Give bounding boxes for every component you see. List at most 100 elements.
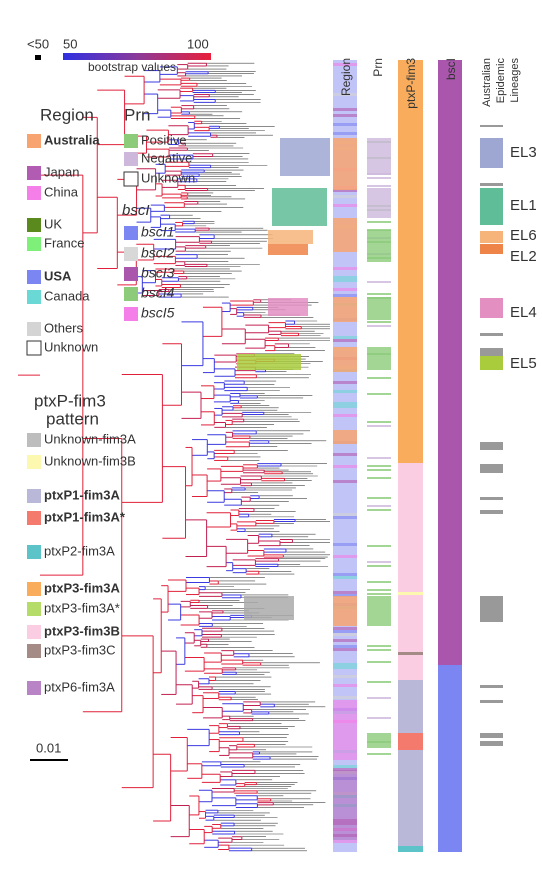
column-band [367, 188, 391, 218]
column-band [333, 114, 357, 117]
column-header: Prn [371, 58, 385, 77]
lineage-label: EL5 [510, 355, 537, 372]
column-band [333, 700, 357, 760]
column-band [333, 381, 357, 384]
legend-swatch [27, 186, 41, 200]
legend-label: ptxP3-fim3C [44, 642, 116, 657]
column-band [367, 561, 391, 563]
column-band [367, 697, 391, 699]
legend-swatch [27, 237, 41, 251]
column-band [367, 477, 391, 479]
column-band [333, 63, 357, 66]
legend-swatch [124, 247, 138, 261]
column-band [367, 230, 391, 262]
column-band [333, 675, 357, 678]
column-band [480, 298, 503, 318]
column-band [367, 505, 391, 507]
column-band [333, 267, 357, 270]
legend-swatch [27, 511, 41, 525]
column-band [333, 591, 357, 594]
lineage-label: EL3 [510, 144, 537, 161]
legend-label: bscI2 [141, 245, 175, 261]
column-band [333, 189, 357, 192]
column-band [367, 325, 391, 327]
legend-label: Canada [44, 288, 90, 303]
lineage-highlight [268, 244, 308, 255]
column-band [333, 630, 357, 633]
legend-swatch [27, 545, 41, 559]
legend-label: ptxP1-fim3A* [44, 509, 126, 524]
column-band [367, 377, 391, 379]
legend-swatch [124, 287, 138, 301]
column-band [333, 132, 357, 135]
column-band [367, 293, 391, 295]
column-band [367, 593, 391, 595]
legend-swatch [27, 644, 41, 658]
column-band [333, 696, 357, 699]
column-band [480, 138, 503, 168]
column-band [333, 480, 357, 483]
column-band [333, 633, 357, 636]
legend-label: Others [44, 320, 84, 335]
ptxp-title: ptxP-fim3 [34, 391, 106, 410]
column-band [367, 717, 391, 719]
legend-label: Unknown-fim3A [44, 431, 136, 446]
column-band [333, 123, 357, 126]
legend-label: Negative [141, 150, 192, 165]
legend-label: Japan [44, 164, 79, 179]
column-band [367, 581, 391, 583]
column-band [333, 276, 357, 279]
column-band [367, 596, 391, 626]
legend-label: Unknown [44, 339, 98, 354]
legend-swatch [27, 322, 41, 336]
column-band [333, 765, 357, 768]
lineage-label: EL2 [510, 248, 537, 265]
column-band [333, 402, 357, 405]
legend-swatch [124, 307, 138, 321]
column-header: bscI [444, 58, 458, 80]
column-band [367, 421, 391, 423]
column-band [367, 221, 391, 223]
column-band [480, 125, 503, 127]
legend-swatch [27, 433, 41, 447]
column-band [367, 347, 391, 370]
column-band [333, 543, 357, 546]
lineage-label: EL6 [510, 227, 537, 244]
bootstrap-low: 50 [63, 36, 77, 51]
legend-label: France [44, 235, 84, 250]
column-band [398, 463, 423, 680]
legend-swatch [27, 290, 41, 304]
column-band [398, 592, 423, 595]
legend-swatch [27, 134, 41, 148]
legend-swatch [27, 681, 41, 695]
column-band [333, 93, 357, 96]
legend-label: bscI3 [141, 265, 175, 281]
column-band [333, 648, 357, 651]
column-band [333, 390, 357, 393]
column-band [333, 645, 357, 648]
column-band [367, 469, 391, 471]
column-band [367, 138, 391, 175]
column-band [333, 465, 357, 468]
legend-label: UK [44, 216, 62, 231]
column-band [367, 649, 391, 651]
column-band [367, 321, 391, 323]
legend-label: USA [44, 268, 72, 283]
legend-swatch [124, 226, 138, 240]
column-band [367, 645, 391, 647]
column-band [367, 465, 391, 467]
column-band [480, 464, 503, 473]
lineage-highlight [272, 188, 327, 226]
bootstrap-high: 100 [187, 36, 209, 51]
region-title: Region [40, 105, 94, 124]
column-band [367, 425, 391, 427]
column-band [367, 733, 391, 748]
below-50-swatch [35, 55, 41, 60]
column-band [480, 333, 503, 336]
column-band [367, 281, 391, 283]
lineage-highlight [268, 298, 308, 316]
column-band [333, 336, 357, 339]
column-band [333, 840, 357, 843]
lineage-highlight [237, 354, 301, 370]
column-band [480, 510, 503, 514]
